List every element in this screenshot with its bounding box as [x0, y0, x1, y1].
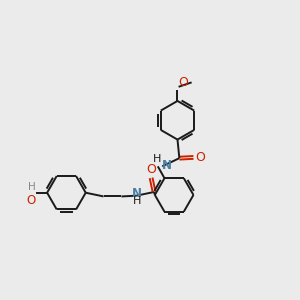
Text: H: H [132, 196, 141, 206]
Text: N: N [132, 187, 142, 200]
Text: O: O [178, 76, 188, 89]
Text: O: O [146, 163, 156, 176]
Text: O: O [195, 151, 205, 164]
Text: H: H [152, 154, 161, 164]
Text: H: H [28, 182, 36, 192]
Text: N: N [162, 159, 172, 172]
Text: O: O [27, 194, 36, 207]
